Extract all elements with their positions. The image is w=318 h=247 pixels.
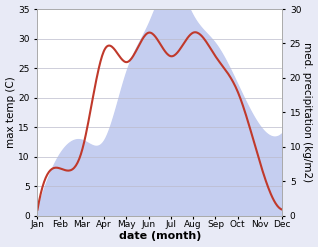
- X-axis label: date (month): date (month): [119, 231, 201, 242]
- Y-axis label: max temp (C): max temp (C): [5, 76, 16, 148]
- Y-axis label: med. precipitation (kg/m2): med. precipitation (kg/m2): [302, 42, 313, 182]
